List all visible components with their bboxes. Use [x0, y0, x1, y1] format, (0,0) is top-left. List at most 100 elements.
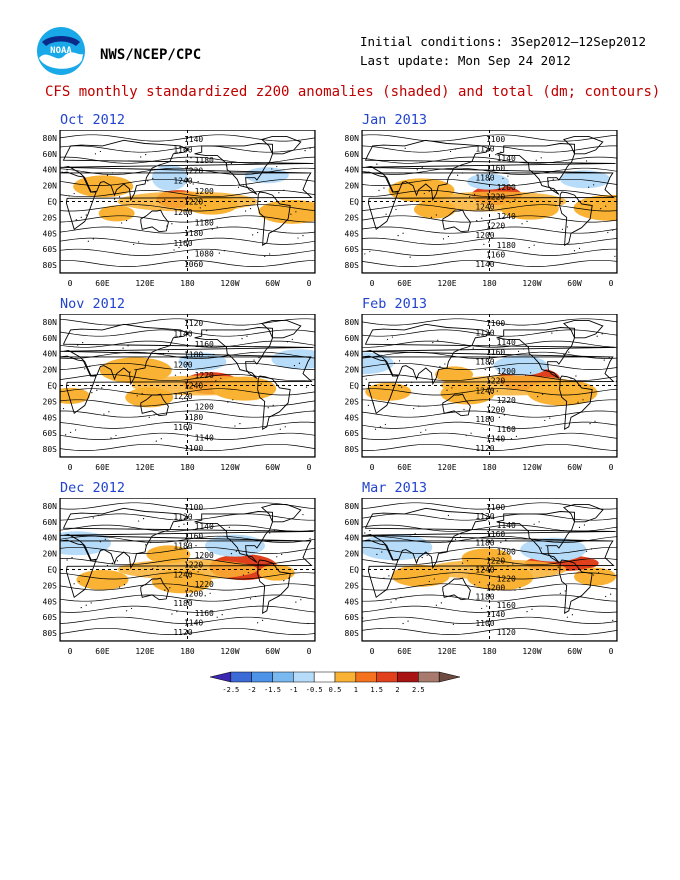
significance-dot	[75, 219, 77, 221]
coastline	[559, 559, 593, 615]
lat-label: 80N	[43, 134, 58, 143]
significance-dot	[437, 339, 439, 341]
lon-label: 120E	[135, 463, 154, 472]
significance-dot	[409, 256, 411, 258]
colorbar-svg: -2.5 -2 -1.5 -1 -0.5 0.5 1 1.5 2 2.5	[209, 671, 461, 694]
significance-dot	[215, 380, 217, 382]
lon-label: 60W	[265, 463, 280, 472]
lon-label: 180	[482, 463, 497, 472]
significance-dot	[283, 189, 285, 191]
significance-dot	[133, 243, 135, 245]
significance-dot	[138, 241, 140, 243]
significance-dot	[206, 330, 208, 332]
height-contour	[362, 145, 617, 153]
lat-label: 40N	[43, 350, 58, 359]
anomaly-shade	[73, 175, 134, 198]
anomaly-shade	[365, 382, 412, 401]
height-contour	[362, 421, 617, 429]
significance-dot	[230, 162, 233, 164]
contour-label: 1080	[195, 250, 214, 259]
significance-dot	[564, 590, 566, 592]
contour-label: 1180	[497, 241, 516, 250]
significance-dot	[108, 411, 110, 413]
lat-label: 40S	[345, 597, 360, 606]
contour-label: 1120	[475, 444, 494, 453]
colorbar-tick: -0.5	[306, 686, 323, 694]
significance-dot	[588, 186, 590, 188]
significance-dot	[223, 529, 225, 531]
coastline	[496, 143, 575, 195]
significance-dot	[91, 392, 93, 394]
significance-dot	[111, 562, 114, 564]
significance-dot	[469, 196, 471, 198]
anomaly-shade	[151, 164, 188, 191]
significance-dot	[601, 333, 603, 335]
coastline	[60, 539, 313, 599]
contour-label: 1140	[184, 618, 203, 627]
significance-dot	[481, 217, 483, 219]
significance-dot	[444, 363, 446, 365]
coastline	[562, 135, 604, 155]
significance-dot	[221, 614, 223, 616]
significance-dot	[264, 255, 266, 257]
significance-dot	[388, 575, 390, 577]
significance-dot	[302, 235, 304, 237]
significance-dot	[526, 220, 528, 222]
colorbar-tick: 2	[395, 686, 399, 694]
significance-dot	[223, 250, 225, 252]
significance-dot	[309, 537, 311, 540]
significance-dot	[449, 150, 452, 153]
initial-conditions: Initial conditions: 3Sep2012–12Sep2012	[360, 34, 646, 49]
colorbar-cell	[313, 671, 336, 683]
significance-dot	[470, 432, 472, 434]
significance-dot	[160, 438, 162, 440]
lon-label: 60W	[265, 647, 280, 656]
significance-dot	[383, 187, 385, 189]
coastline	[257, 191, 291, 247]
significance-dot	[111, 172, 114, 174]
significance-dot	[395, 208, 397, 211]
significance-dot	[211, 228, 213, 230]
significance-dot	[502, 177, 504, 180]
lat-label: 40S	[345, 413, 360, 422]
lat-label: 20S	[43, 213, 58, 222]
significance-dot	[582, 399, 584, 401]
map-panel: 1100112011401160118012001220124012201200…	[43, 498, 316, 656]
lat-label: 60S	[43, 245, 58, 254]
significance-dot	[272, 404, 274, 406]
height-contour	[362, 248, 617, 256]
lon-label: 0	[370, 463, 375, 472]
significance-dot	[99, 541, 101, 543]
lat-label: 40S	[43, 229, 58, 238]
significance-dot	[410, 381, 413, 383]
significance-dot	[164, 199, 166, 201]
significance-dot	[590, 548, 593, 550]
significance-dot	[237, 186, 240, 188]
significance-dot	[291, 338, 293, 341]
significance-dot	[614, 255, 616, 257]
significance-dot	[585, 160, 588, 162]
contour-label: 1120	[173, 628, 192, 637]
contour-label: 1200	[497, 548, 516, 557]
significance-dot	[145, 544, 147, 546]
significance-dot	[413, 407, 415, 410]
significance-dot	[557, 566, 559, 568]
contour-label: 1160	[173, 423, 192, 432]
height-contour	[362, 340, 617, 348]
significance-dot	[87, 240, 89, 242]
lat-label: 40S	[345, 229, 360, 238]
colorbar-tick: 2.5	[412, 686, 425, 694]
coastline	[60, 507, 314, 570]
contour-label: 1180	[195, 156, 214, 165]
significance-dot	[400, 596, 402, 598]
significance-dot	[136, 395, 138, 397]
contour-label: 1180	[184, 413, 203, 422]
anomaly-shade	[204, 534, 265, 557]
significance-dot	[125, 219, 128, 222]
significance-dot	[512, 563, 514, 565]
significance-dot	[545, 545, 547, 547]
lat-label: EQ	[47, 198, 57, 207]
coastline	[442, 577, 471, 601]
lat-label: 60N	[43, 334, 58, 343]
significance-dot	[166, 225, 168, 227]
